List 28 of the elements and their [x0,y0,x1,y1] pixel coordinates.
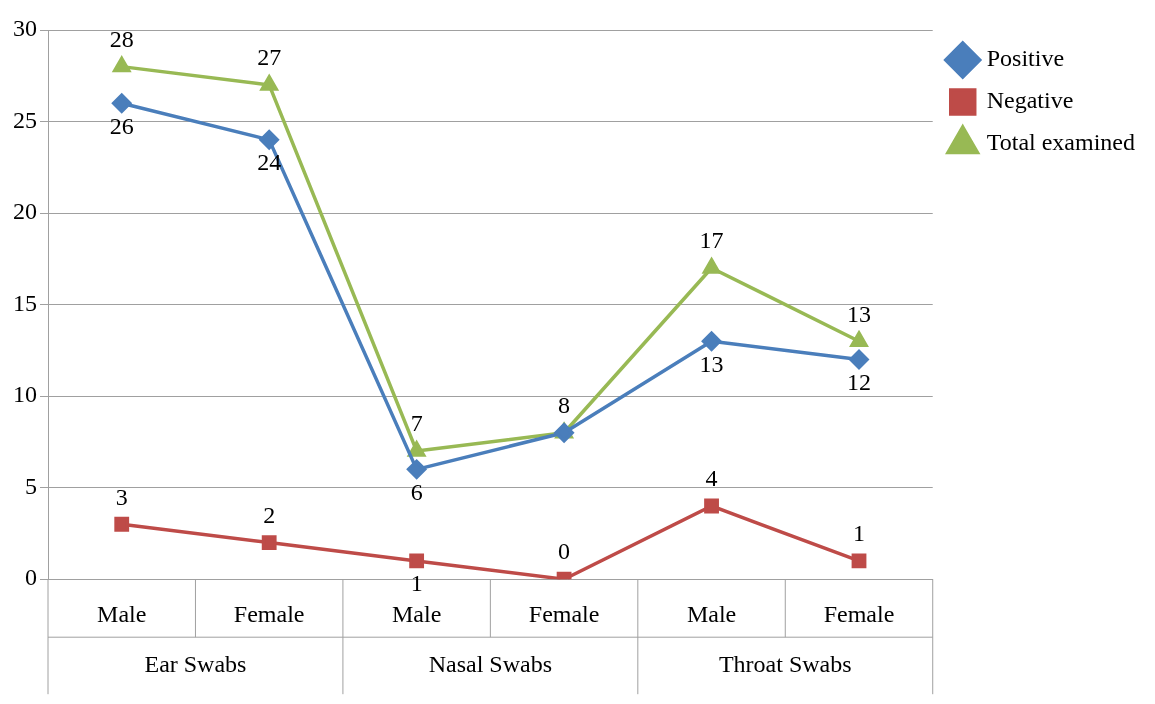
data-label: 1 [853,520,866,547]
data-label: 2 [263,501,276,528]
y-tick-label: 30 [13,15,37,42]
y-tick-label: 25 [13,106,37,133]
data-label: 13 [847,300,872,327]
data-label: 7 [410,410,423,437]
data-label: 28 [109,25,134,52]
legend-label: Total examined [986,129,1135,156]
data-label: 4 [705,465,718,492]
data-label: 3 [115,483,128,510]
y-tick-label: 5 [25,472,37,499]
legend-label: Negative [986,87,1074,114]
data-label: 6 [410,478,423,505]
y-tick-label: 20 [13,198,37,225]
data-label: 26 [109,112,134,139]
legend-label: Positive [986,45,1065,72]
data-label: 12 [847,368,872,395]
text: Nasal Swabs [428,651,553,677]
y-tick-label: 15 [13,289,37,316]
data-label: 8 [558,392,571,419]
y-tick-label: 10 [13,381,37,408]
data-label: 13 [699,350,724,377]
text: Ear Swabs [144,651,247,677]
data-label: 27 [257,44,282,71]
data-label: 0 [558,538,571,565]
text: Throat Swabs [718,651,852,677]
data-label: 17 [699,227,724,254]
y-tick-label: 0 [25,564,37,591]
